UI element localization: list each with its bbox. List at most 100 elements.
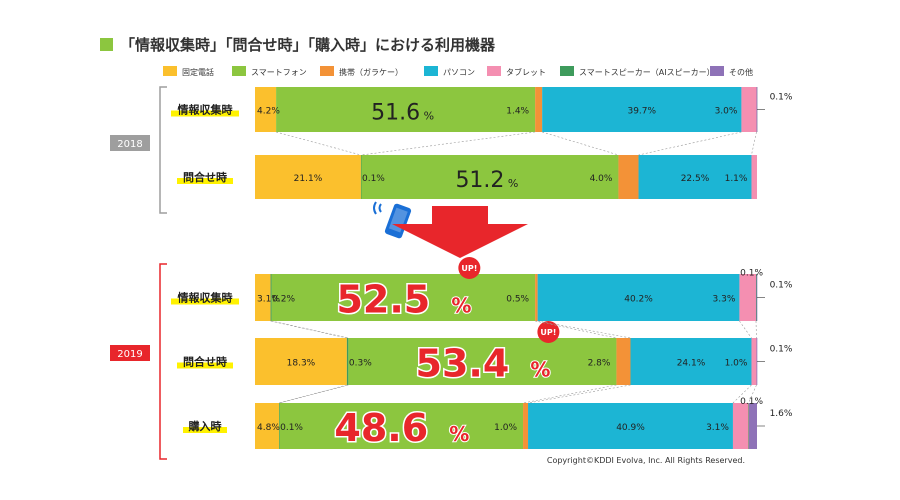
chart-title: 「情報収集時」「問合せ時」「購入時」における利用機器 xyxy=(120,36,496,54)
legend-label: 固定電話 xyxy=(182,67,214,77)
down-arrow-icon xyxy=(392,206,528,258)
legend-label: スマートスピーカー（AIスピーカー） xyxy=(579,68,715,77)
bar-value-label: 40.2% xyxy=(624,295,653,305)
legend-swatch xyxy=(710,66,724,76)
bar-value-label: 1.0% xyxy=(494,423,517,433)
bar-value-label: 0.1% xyxy=(740,269,763,279)
category-label: 情報収集時 xyxy=(178,103,233,117)
percent-sign: % xyxy=(451,294,471,318)
up-badge-text: UP! xyxy=(461,264,477,273)
year-label: 2018 xyxy=(117,139,142,150)
bar-segment xyxy=(748,403,750,449)
bar-segment xyxy=(630,338,752,385)
percent-sign: % xyxy=(449,422,469,446)
bar-value-label: 3.3% xyxy=(713,295,736,305)
bar-segment xyxy=(756,338,758,385)
bar-segment xyxy=(361,155,619,199)
bar-value-label: 51.2 xyxy=(455,168,504,193)
bar-segment xyxy=(739,274,756,321)
bar-value-label: 39.7% xyxy=(627,107,656,117)
bar-segment xyxy=(360,155,362,199)
year-badge xyxy=(110,345,150,361)
bar-value-label: 0.1% xyxy=(362,174,385,184)
bar-value-label: 51.6 xyxy=(371,101,420,126)
legend-item: スマートスピーカー（AIスピーカー） xyxy=(560,66,715,77)
bar-value-label: 0.1% xyxy=(740,397,763,407)
smartphone-icon xyxy=(373,201,412,239)
category-highlight xyxy=(171,298,239,305)
category-label: 情報収集時 xyxy=(178,291,233,305)
bar-segment xyxy=(748,403,757,449)
category-label: 問合せ時 xyxy=(183,355,227,369)
bar-segment xyxy=(542,87,742,132)
bar-value-label: 18.3% xyxy=(287,359,316,369)
bar-value-label: 3.1% xyxy=(706,423,729,433)
category-highlight xyxy=(177,362,233,369)
legend-swatch xyxy=(163,66,177,76)
legend-label: その他 xyxy=(729,67,753,77)
bar-segment xyxy=(279,403,524,449)
legend-swatch xyxy=(424,66,438,76)
bar-value-label: 1.6% xyxy=(770,409,793,419)
year-group-2018: 2018 xyxy=(110,86,167,214)
bar-segment xyxy=(756,87,758,132)
percent-sign: % xyxy=(508,177,518,190)
category-label: 問合せ時 xyxy=(183,170,227,184)
bar-2019-情報収集時: 情報収集時 3.1%0.2% 52.5 % UP! 0.5% 40.2% 3.3% 0.1% 0.… xyxy=(171,257,793,323)
title-square-icon xyxy=(100,38,113,51)
year-group-2019: 2019 xyxy=(110,263,167,460)
bar-2019-問合せ時: 問合せ時 18.3% 0.3% 53.4 % UP! 2.8% 24.1% 1.0% 0.1% xyxy=(177,321,793,387)
connector-line xyxy=(638,131,742,156)
bar-segment xyxy=(755,274,757,321)
copyright: Copyright©KDDI Evolva, Inc. All Rights R… xyxy=(547,456,745,465)
bar-value-label: 0.2% xyxy=(272,295,295,305)
bar-segment xyxy=(751,155,757,199)
category-highlight xyxy=(183,427,227,433)
legend-item: その他 xyxy=(710,66,753,77)
bar-value-label: 0.1% xyxy=(280,423,303,433)
category-highlight xyxy=(171,110,239,117)
connector-line xyxy=(276,131,362,156)
legend-swatch xyxy=(560,66,574,76)
connector-line xyxy=(522,384,617,404)
connector-line xyxy=(279,384,349,404)
up-badge xyxy=(537,321,560,343)
bar-value-label: 0.5% xyxy=(506,295,529,305)
bar-value-label: 0.3% xyxy=(349,359,372,369)
bar-value-label: 4.0% xyxy=(590,174,613,184)
bar-value-label: 4.2% xyxy=(257,107,280,117)
connector-line xyxy=(732,384,752,404)
year-badge xyxy=(110,135,150,151)
year-bracket xyxy=(159,86,167,214)
legend-item: 携帯（ガラケー） xyxy=(320,66,403,77)
bar-segment xyxy=(523,403,529,449)
up-badge-text: UP! xyxy=(540,328,556,337)
connector-line xyxy=(542,131,619,156)
bar-2019-購入時: 購入時 4.8% 0.1% 48.6% 1.0% 40.9% 3.1%0.1%1.6% xyxy=(183,397,793,452)
percent-sign: % xyxy=(530,358,550,382)
connector-line xyxy=(751,131,757,156)
year-bracket xyxy=(159,263,167,460)
bar-segment xyxy=(535,87,543,132)
connector-line xyxy=(748,384,757,404)
legend-item: タブレット xyxy=(487,66,546,77)
bar-segment xyxy=(255,155,361,199)
bar-segment xyxy=(270,274,272,321)
legend-swatch xyxy=(487,66,501,76)
legend-item: パソコン xyxy=(424,66,475,77)
connector-line xyxy=(271,320,349,339)
legend-label: スマートフォン xyxy=(251,68,307,77)
year-label: 2019 xyxy=(117,349,142,360)
bar-segment xyxy=(346,338,349,385)
bar-segment xyxy=(732,403,749,449)
bar-value-label: 22.5% xyxy=(681,174,710,184)
bar-value-label: 21.1% xyxy=(294,174,323,184)
bar-segment xyxy=(535,274,538,321)
bar-segment xyxy=(255,87,277,132)
bar-value-label: 0.1% xyxy=(770,93,793,103)
bar-value-label: 3.1% xyxy=(257,295,280,305)
bar-segment xyxy=(255,274,271,321)
bar-value-label: 1.1% xyxy=(725,174,748,184)
